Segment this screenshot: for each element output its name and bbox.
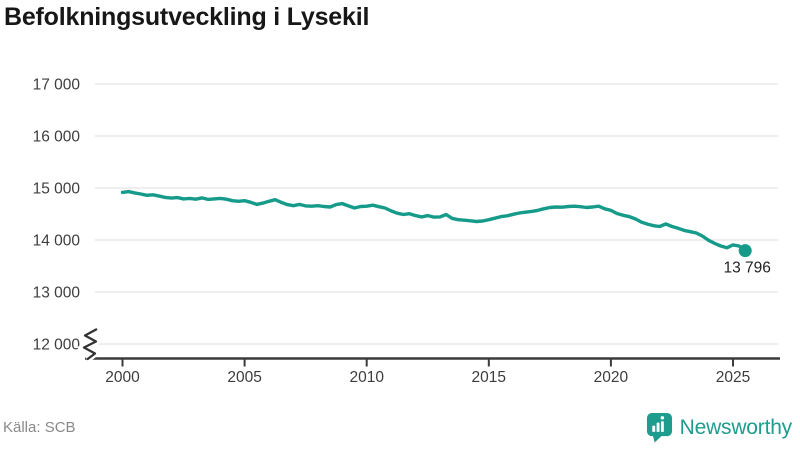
last-point-marker: [738, 244, 752, 258]
newsworthy-wordmark: Newsworthy: [679, 415, 793, 439]
y-axis-tick-label: 14 000: [33, 233, 81, 250]
y-axis-tick-label: 16 000: [33, 129, 81, 146]
population-line: [120, 189, 747, 253]
y-axis-tick-label: 13 000: [33, 285, 81, 302]
x-axis-tick-label: 2025: [716, 369, 750, 386]
x-axis-tick-label: 2010: [349, 369, 384, 386]
newsworthy-pin-icon: [646, 413, 672, 443]
axis-break-icon: [82, 327, 98, 361]
x-axis-tick-label: 2020: [594, 369, 629, 386]
newsworthy-logo: Newsworthy: [646, 412, 792, 443]
y-axis-tick-label: 12 000: [33, 337, 81, 354]
x-axis-tick-label: 2005: [227, 369, 261, 386]
y-axis-tick-label: 17 000: [33, 77, 81, 94]
y-axis-tick-label: 15 000: [33, 181, 81, 198]
x-axis-tick-label: 2015: [472, 369, 506, 386]
chart-title: Befolkningsutveckling i Lysekil: [4, 3, 370, 31]
x-axis-tick-label: 2000: [105, 369, 140, 386]
source-label: Källa: SCB: [3, 419, 76, 436]
last-value-label: 13 796: [723, 260, 770, 277]
